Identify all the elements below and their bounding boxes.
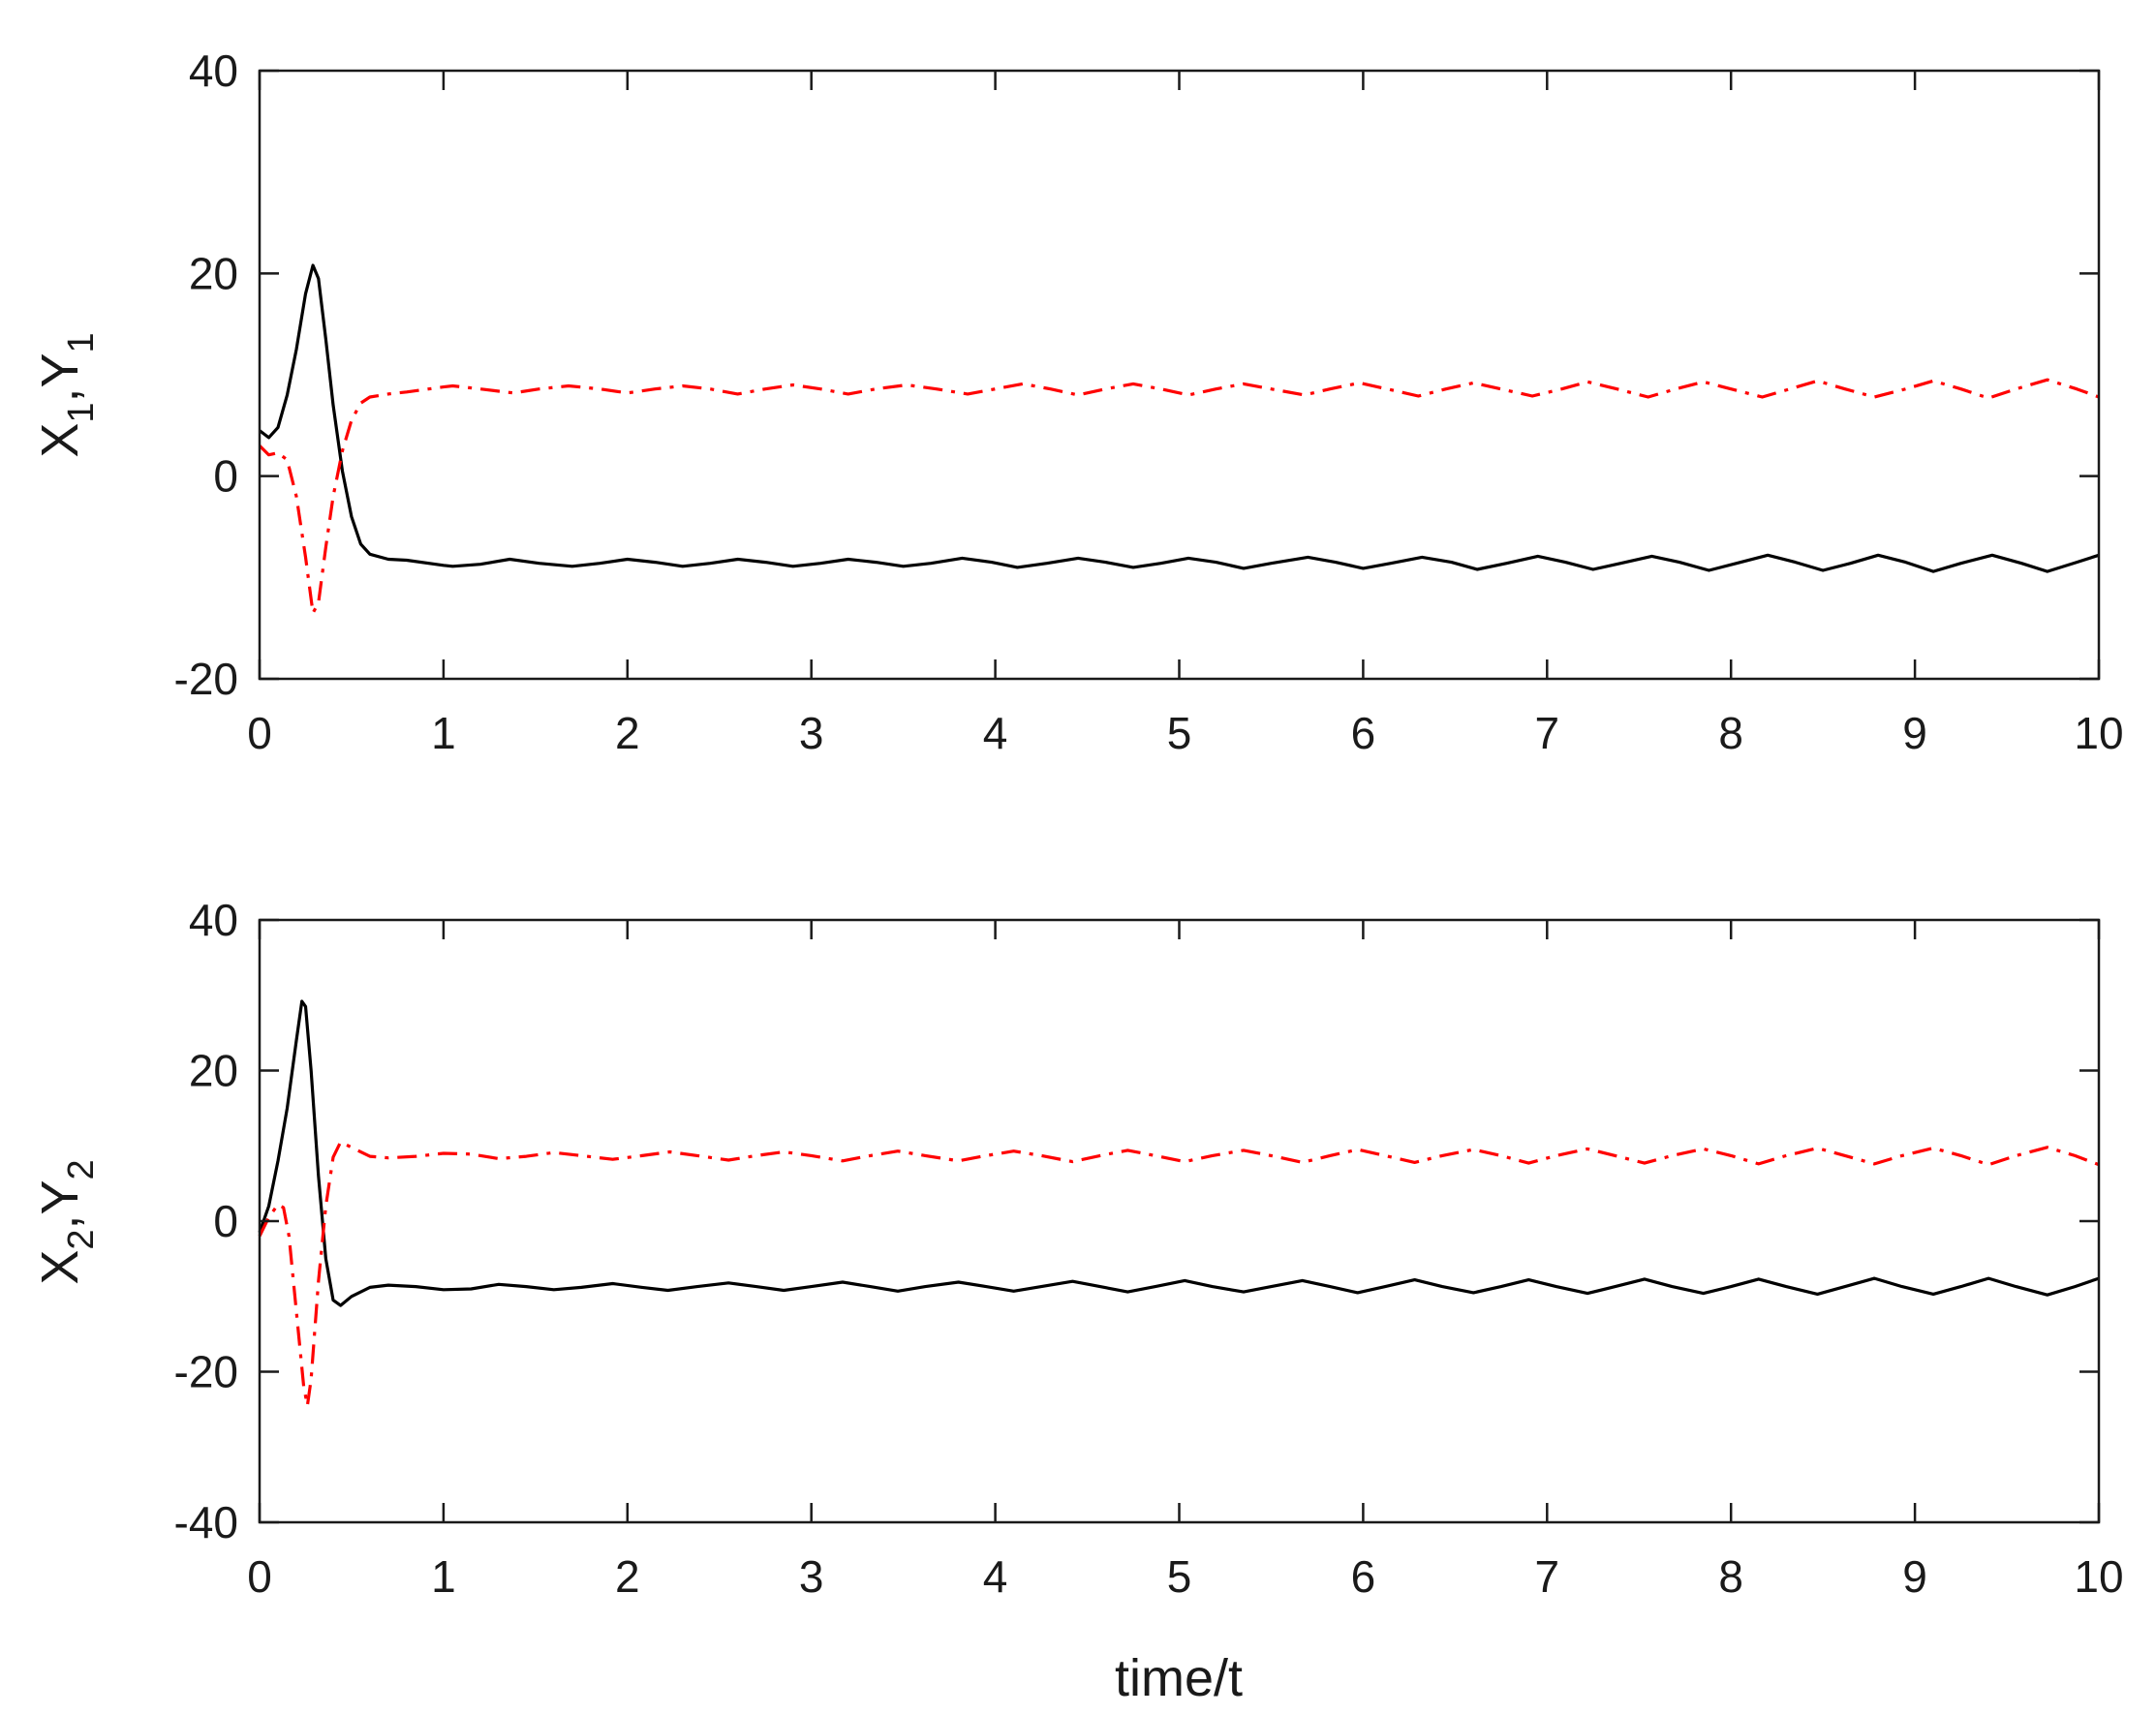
x-axis-label: time/t — [1115, 1649, 1243, 1707]
top-plot-y-label-x: X — [31, 423, 89, 458]
bottom-plot-ticks: 0 1 2 3 4 5 6 7 8 9 10 -40 -20 0 20 40 — [174, 895, 2124, 1602]
top-plot-x-tick-label: 2 — [615, 708, 640, 758]
bottom-plot-series — [258, 999, 2100, 1408]
bottom-plot-x-tick-label: 5 — [1167, 1551, 1192, 1602]
bottom-plot-x-tick-label: 0 — [247, 1551, 272, 1602]
bottom-plot-x-tick-label: 4 — [983, 1551, 1008, 1602]
top-plot-y-tick-label: 0 — [213, 451, 238, 502]
top-plot-x-tick-label: 0 — [247, 708, 272, 758]
bottom-plot-x-tick-label: 1 — [431, 1551, 456, 1602]
top-plot-y-label-y: Y — [31, 352, 89, 387]
bottom-plot-y-tick-label: 40 — [189, 895, 238, 945]
top-plot-y-label-y-subscript: 1 — [61, 332, 102, 352]
top-plot-x-tick-label: 5 — [1167, 708, 1192, 758]
bottom-plot-y-label-x-subscript: 2 — [61, 1230, 102, 1250]
top-plot-y-label-comma: , — [31, 387, 89, 402]
top-plot-y-tick-label: 20 — [189, 248, 238, 298]
bottom-plot-x-tick-label: 6 — [1351, 1551, 1376, 1602]
bottom-plot-series-dashdot-line — [258, 1140, 2100, 1408]
top-plot-x-tick-label: 3 — [799, 708, 824, 758]
bottom-plot-y-tick-label: 20 — [189, 1046, 238, 1096]
bottom-plot-x-tick-label: 9 — [1902, 1551, 1927, 1602]
bottom-plot-x-tick-label: 10 — [2074, 1551, 2123, 1602]
top-plot-x-tick-label: 6 — [1351, 708, 1376, 758]
bottom-plot-y-label-comma: , — [31, 1214, 89, 1229]
top-plot-y-label-x-subscript: 1 — [61, 403, 102, 423]
bottom-plot-x-tick-label: 2 — [615, 1551, 640, 1602]
top-plot-y-tick-label: 40 — [189, 46, 238, 96]
top-plot-x-tick-label: 10 — [2074, 708, 2123, 758]
top-plot-series — [258, 263, 2100, 615]
bottom-plot-x-tick-label: 8 — [1718, 1551, 1743, 1602]
top-plot-y-axis-label: X1,Y1 — [31, 332, 102, 457]
bottom-plot-y-tick-label: 0 — [213, 1196, 238, 1246]
top-plot-series-solid-line — [259, 263, 2100, 573]
bottom-plot-y-tick-label: -40 — [174, 1497, 238, 1547]
top-plot-x-tick-label: 4 — [983, 708, 1008, 758]
top-plot-x-tick-label: 7 — [1535, 708, 1560, 758]
bottom-plot-y-axis-label: X2,Y2 — [31, 1159, 102, 1284]
top-plot-y-tick-label: -20 — [174, 654, 238, 704]
top-plot-x-tick-label: 8 — [1718, 708, 1743, 758]
top-plot-x-tick-label: 1 — [431, 708, 456, 758]
top-plot-x-tick-label: 9 — [1902, 708, 1927, 758]
bottom-plot-series-solid-line — [258, 999, 2100, 1307]
bottom-plot-y-label-y-subscript: 2 — [61, 1159, 102, 1179]
bottom-plot-y-label-x: X — [31, 1250, 89, 1285]
bottom-plot-x-tick-label: 3 — [799, 1551, 824, 1602]
bottom-plot-y-label-y: Y — [31, 1179, 89, 1214]
top-plot-series-dashdot-line — [258, 378, 2100, 615]
bottom-plot-x-tick-label: 7 — [1535, 1551, 1560, 1602]
bottom-plot-y-tick-label: -20 — [174, 1347, 238, 1397]
